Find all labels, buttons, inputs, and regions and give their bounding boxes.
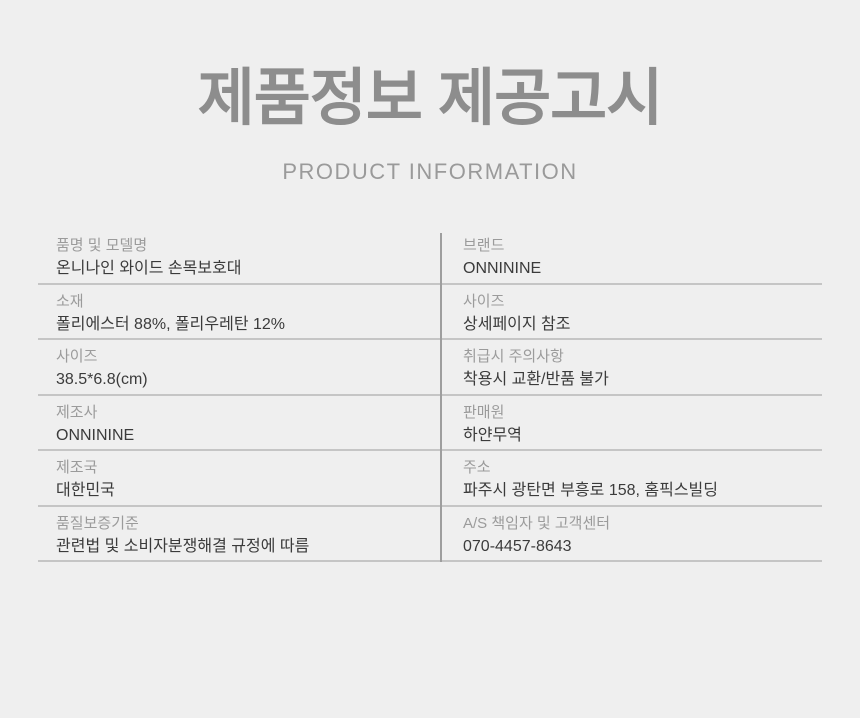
cell-size-dimensions: 사이즈 38.5*6.8(cm) [38, 340, 440, 394]
cell-value: 폴리에스터 88%, 폴리우레탄 12% [56, 315, 286, 333]
cell-label: 품명 및 모델명 [56, 237, 148, 255]
cell-label: 사이즈 [56, 348, 98, 366]
cell-country-of-origin: 제조국 대한민국 [38, 451, 440, 505]
cell-label: 주소 [463, 459, 491, 477]
table-row: 소재 폴리에스터 88%, 폴리우레탄 12% 사이즈 상세페이지 참조 [38, 285, 822, 341]
cell-label: 브랜드 [463, 237, 505, 255]
cell-quality-assurance: 품질보증기준 관련법 및 소비자분쟁해결 규정에 따름 [38, 507, 440, 561]
column-divider [440, 233, 442, 563]
cell-value: ONNININE [56, 426, 135, 444]
cell-as-contact: A/S 책임자 및 고객센터 070-4457-8643 [440, 507, 822, 561]
cell-label: 소재 [56, 292, 84, 310]
cell-handling-caution: 취급시 주의사항 착용시 교환/반품 불가 [440, 340, 822, 394]
cell-material: 소재 폴리에스터 88%, 폴리우레탄 12% [38, 285, 440, 339]
cell-size-reference: 사이즈 상세페이지 참조 [440, 285, 822, 339]
cell-brand: 브랜드 ONNININE [440, 229, 822, 283]
cell-value: 온니나인 와이드 손목보호대 [56, 260, 242, 278]
table-row: 품질보증기준 관련법 및 소비자분쟁해결 규정에 따름 A/S 책임자 및 고객… [38, 507, 822, 563]
cell-product-name: 품명 및 모델명 온니나인 와이드 손목보호대 [38, 229, 440, 283]
cell-value: 하얀무역 [463, 426, 522, 444]
cell-label: 사이즈 [463, 292, 505, 310]
page-subtitle: PRODUCT INFORMATION [282, 159, 578, 185]
cell-value: 파주시 광탄면 부흥로 158, 홈픽스빌딩 [463, 482, 719, 500]
cell-seller: 판매원 하얀무역 [440, 396, 822, 450]
table-row: 품명 및 모델명 온니나인 와이드 손목보호대 브랜드 ONNININE [38, 229, 822, 285]
cell-value: 38.5*6.8(cm) [56, 371, 148, 389]
cell-label: 제조사 [56, 403, 98, 421]
cell-value: 상세페이지 참조 [463, 315, 571, 333]
page-title: 제품정보 제공고시 [197, 64, 664, 133]
cell-manufacturer: 제조사 ONNININE [38, 396, 440, 450]
cell-label: 제조국 [56, 459, 98, 477]
table-row: 사이즈 38.5*6.8(cm) 취급시 주의사항 착용시 교환/반품 불가 [38, 340, 822, 396]
cell-label: A/S 책임자 및 고객센터 [463, 514, 611, 532]
cell-value: 착용시 교환/반품 불가 [463, 371, 609, 389]
cell-value: 관련법 및 소비자분쟁해결 규정에 따름 [56, 537, 310, 555]
cell-value: 대한민국 [56, 482, 115, 500]
cell-value: 070-4457-8643 [463, 537, 572, 555]
page-header: 제품정보 제공고시 PRODUCT INFORMATION [0, 66, 860, 185]
cell-label: 취급시 주의사항 [463, 348, 564, 366]
product-info-table: 품명 및 모델명 온니나인 와이드 손목보호대 브랜드 ONNININE 소재 … [38, 229, 822, 563]
table-row: 제조국 대한민국 주소 파주시 광탄면 부흥로 158, 홈픽스빌딩 [38, 451, 822, 507]
cell-address: 주소 파주시 광탄면 부흥로 158, 홈픽스빌딩 [440, 451, 822, 505]
cell-value: ONNININE [463, 260, 542, 278]
cell-label: 판매원 [463, 403, 505, 421]
table-row: 제조사 ONNININE 판매원 하얀무역 [38, 396, 822, 452]
cell-label: 품질보증기준 [56, 514, 139, 532]
